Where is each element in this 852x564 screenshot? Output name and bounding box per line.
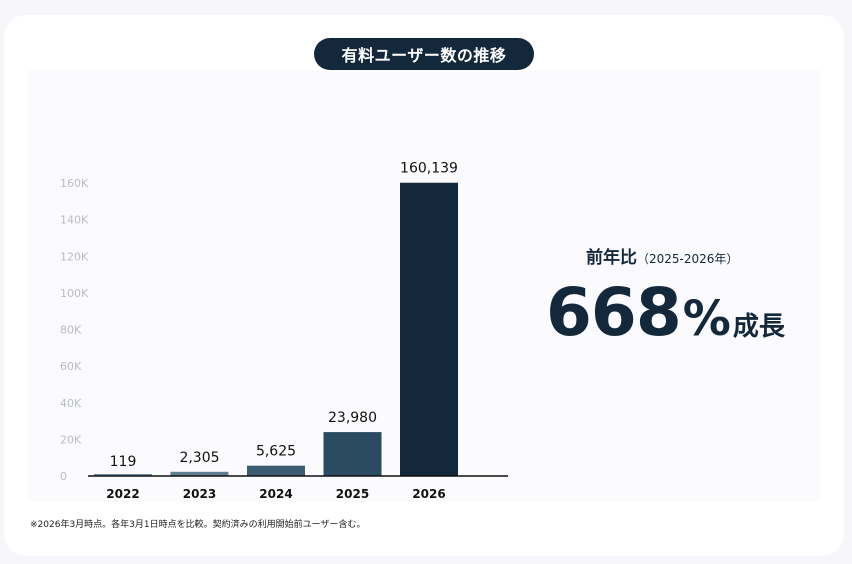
y-tick-label: 140K [60,214,89,227]
yoy-label-text: 前年比 [586,248,637,268]
y-tick-label: 60K [60,360,82,373]
bar [94,474,152,476]
y-tick-label: 0 [60,470,67,483]
yoy-growth-percent: % [682,291,731,347]
yoy-growth-value: 668%成長 [546,280,785,346]
y-tick-label: 100K [60,287,89,300]
y-tick-label: 120K [60,250,89,263]
footnote: ※2026年3月時点。各年3月1日時点を比較。契約済みの利用開始前ユーザー含む。 [30,520,366,530]
bar [400,182,458,476]
yoy-growth-suffix: 成長 [732,312,785,342]
bar-value-label: 5,625 [256,444,296,460]
yoy-label: 前年比（2025-2026年） [586,243,738,268]
yoy-growth-number: 668 [546,274,682,351]
x-tick-label: 2022 [106,487,139,501]
bar [247,465,305,476]
x-tick-label: 2026 [412,487,445,501]
x-tick-label: 2025 [336,487,369,501]
bar [170,471,229,476]
y-tick-label: 20K [60,433,82,446]
y-tick-label: 160K [60,177,89,190]
plot-panel: 0 20K 40K 60K 80K 100K 120K 140K 160K 119 2022 2,30… [28,70,820,502]
bar-value-label: 2,305 [179,450,219,466]
chart-title: 有料ユーザー数の推移 [314,38,534,70]
bar-value-label: 119 [110,454,137,470]
yoy-period: （2025-2026年） [637,252,739,266]
x-tick-label: 2023 [183,487,216,501]
bar [323,432,382,476]
bar-chart: 0 20K 40K 60K 80K 100K 120K 140K 160K 119 2022 2,30… [60,161,508,501]
y-tick-label: 40K [60,397,82,410]
bar-value-label: 23,980 [328,410,377,426]
y-tick-label: 80K [60,324,82,337]
x-tick-label: 2024 [259,487,292,501]
bar-value-label: 160,139 [400,161,458,177]
